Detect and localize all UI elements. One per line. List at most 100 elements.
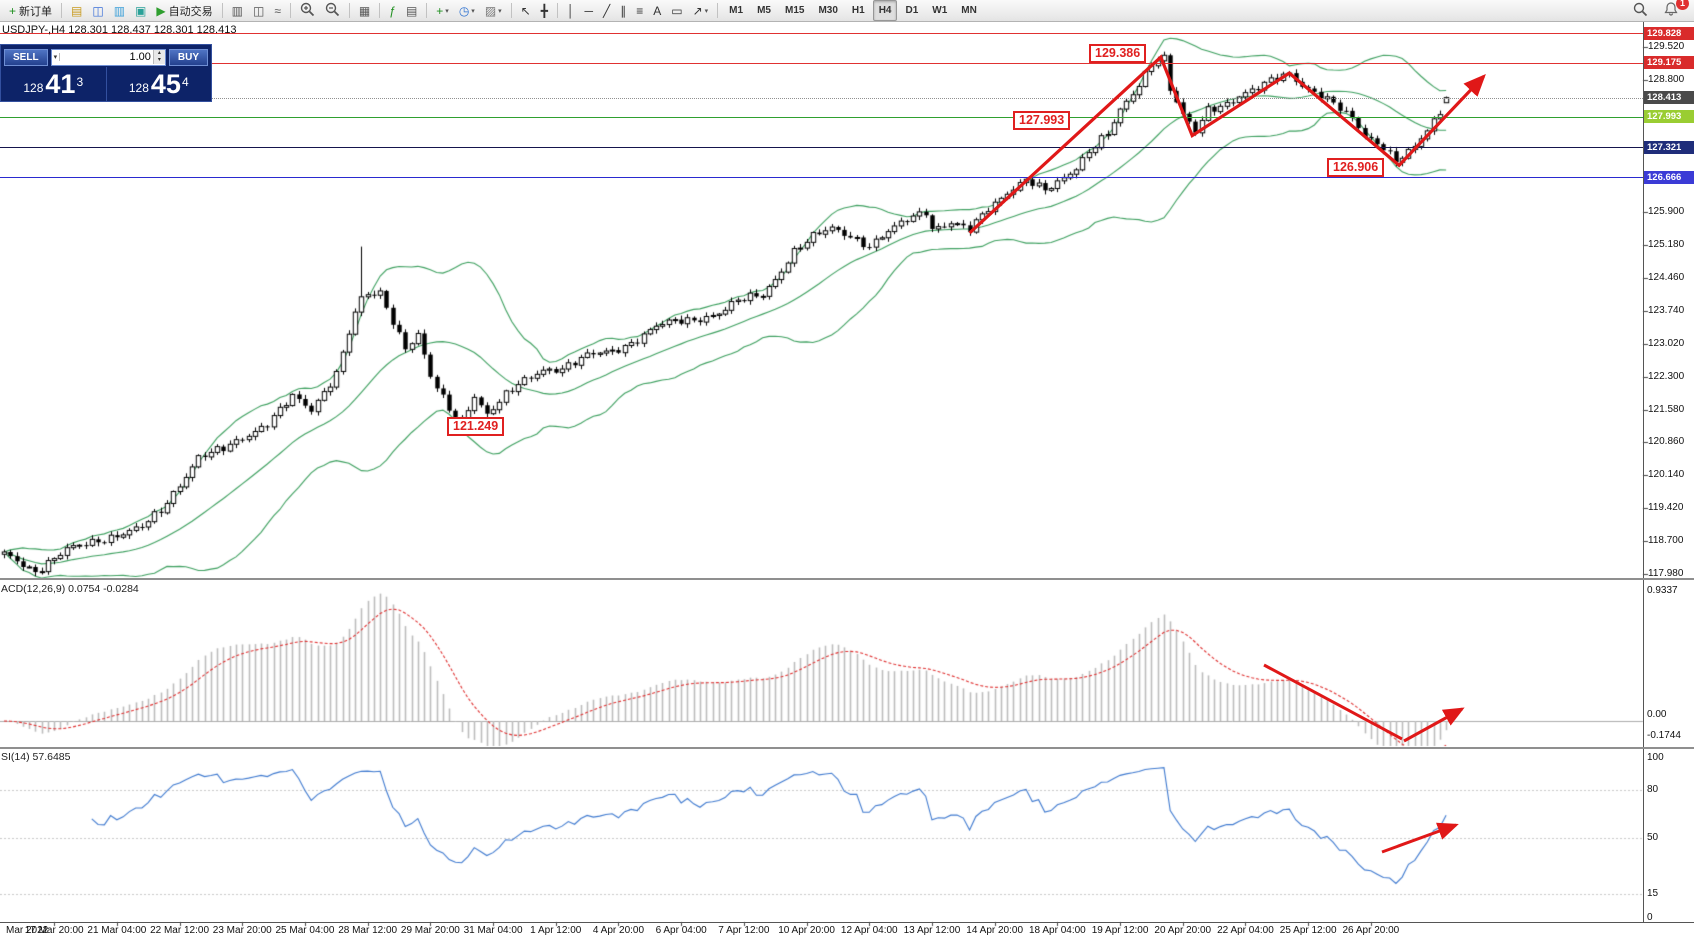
zoom-in-icon <box>300 2 315 20</box>
buy-price[interactable]: 128 45 4 <box>107 67 212 101</box>
price-tag-127-993: 127.993 <box>1644 110 1694 123</box>
tf-h4-button[interactable]: H4 <box>872 0 898 21</box>
chevron-down-icon: ▾ <box>471 7 475 15</box>
strategy-tester-button[interactable]: ▣ <box>131 0 150 21</box>
tf-w1-button[interactable]: W1 <box>932 5 948 16</box>
notifications-button[interactable]: 1 <box>1659 0 1689 21</box>
time-axis-label: 17 Mar 20:00 <box>24 925 84 936</box>
vertical-line-icon: │ <box>566 3 575 18</box>
price-line-128-413[interactable] <box>0 98 1643 99</box>
charts-icon: ▤ <box>71 3 83 18</box>
price-axis-tick: 121.580 <box>1648 403 1685 415</box>
new-order-button[interactable]: + 新订单 <box>5 0 56 21</box>
price-line-126-666[interactable] <box>0 177 1643 178</box>
volume-up-icon[interactable]: ▴ <box>153 50 165 57</box>
indicators-icon: ƒ <box>389 3 396 18</box>
zoom-out-icon <box>325 2 340 20</box>
time-axis-label: 21 Mar 04:00 <box>87 925 147 936</box>
tile-windows-button[interactable]: ▦ <box>355 0 374 21</box>
price-axis-tick: 125.180 <box>1648 239 1685 251</box>
price-axis-tick: 125.900 <box>1648 206 1685 218</box>
zoom-in-button[interactable] <box>296 0 319 21</box>
time-axis-label: 7 Apr 12:00 <box>718 925 770 936</box>
trendline-button[interactable]: ╱ <box>599 0 614 21</box>
equidistant-channel-button[interactable]: ∥ <box>616 0 630 21</box>
price-axis-tick: 118.700 <box>1648 535 1684 547</box>
toolbar-separator <box>221 3 223 18</box>
symbol-ohlc-label: USDJPY-,H4 128.301 128.437 128.301 128.4… <box>2 24 237 36</box>
autotrading-button[interactable]: ▶ 自动交易 <box>152 0 216 21</box>
toolbar-separator <box>289 3 291 18</box>
volume-field[interactable]: ▾ ▴▾ <box>50 48 166 66</box>
price-line-127-321[interactable] <box>0 147 1643 148</box>
tf-m30-button[interactable]: M30 <box>818 5 838 16</box>
vertical-line-button[interactable]: │ <box>563 0 579 21</box>
charts-button[interactable]: ▤ <box>67 0 86 21</box>
price-tag-129-828: 129.828 <box>1644 27 1694 40</box>
volume-down-icon[interactable]: ▾ <box>153 57 165 64</box>
price-line-127-993[interactable] <box>0 117 1643 118</box>
buy-button[interactable]: BUY <box>168 48 208 66</box>
fibonacci-button[interactable]: ≡ <box>632 0 647 21</box>
tf-d1-button[interactable]: D1 <box>905 5 919 16</box>
price-callout[interactable]: 129.386 <box>1089 44 1147 63</box>
rsi-scale-label: 50 <box>1647 832 1659 843</box>
price-callout[interactable]: 126.906 <box>1327 158 1385 177</box>
rsi-scale-label: 0 <box>1647 912 1653 923</box>
periods-dropdown[interactable]: ◷ ▾ <box>455 0 479 21</box>
candlestick-chart-button[interactable]: ◫ <box>249 0 268 21</box>
add-indicator-dropdown[interactable]: + ▾ <box>432 0 453 21</box>
time-axis-label: 1 Apr 12:00 <box>530 925 582 936</box>
search-button[interactable] <box>1629 0 1652 21</box>
notification-badge: 1 <box>1676 0 1689 10</box>
indicators-button[interactable]: ƒ <box>385 0 400 21</box>
line-chart-button[interactable]: ≈ <box>270 0 285 21</box>
crosshair-icon: ╋ <box>540 3 548 18</box>
text-label-button[interactable]: ▭ <box>667 0 686 21</box>
macd-scale-top: 0.9337 <box>1647 585 1678 596</box>
price-axis-tick: 128.800 <box>1648 73 1685 85</box>
tf-h1-button[interactable]: H1 <box>851 5 865 16</box>
volume-dropdown-icon[interactable]: ▾ <box>52 53 61 61</box>
price-line-129-828[interactable] <box>0 33 1643 34</box>
volume-input[interactable] <box>60 51 153 63</box>
panel-separator[interactable] <box>0 578 1694 580</box>
price-line-129-175[interactable] <box>0 63 1643 64</box>
time-axis-label: 13 Apr 12:00 <box>903 925 961 936</box>
price-callout[interactable]: 121.249 <box>447 417 505 436</box>
zoom-out-button[interactable] <box>321 0 344 21</box>
candlestick-chart-icon: ◫ <box>252 3 265 18</box>
time-axis-label: 26 Apr 20:00 <box>1342 925 1400 936</box>
panel-separator[interactable] <box>0 747 1694 749</box>
bar-chart-button[interactable]: ▥ <box>228 0 247 21</box>
tf-mn-button[interactable]: MN <box>961 5 977 16</box>
tf-m15-button[interactable]: M15 <box>784 5 805 16</box>
volume-spinner[interactable]: ▴ ▾ <box>152 50 165 64</box>
data-window-button[interactable]: ▥ <box>110 0 129 21</box>
horizontal-line-button[interactable]: ─ <box>580 0 597 21</box>
tf-m1-button[interactable]: M1 <box>729 5 744 16</box>
text-button[interactable]: A <box>649 0 665 21</box>
sell-button[interactable]: SELL <box>4 48 48 66</box>
price-callout[interactable]: 127.993 <box>1013 111 1071 130</box>
tf-m5-button[interactable]: M5 <box>757 5 771 16</box>
templates-icon: ▨ <box>484 3 497 18</box>
text-icon: A <box>653 3 662 18</box>
crosshair-button[interactable]: ╋ <box>537 0 552 21</box>
sell-price[interactable]: 128 41 3 <box>1 67 106 101</box>
one-click-trading-panel[interactable]: SELL ▾ ▴▾ BUY 128 41 3 128 45 4 <box>0 44 212 102</box>
toolbar-separator <box>348 3 350 18</box>
arrows-dropdown[interactable]: ↗ ▾ <box>689 0 713 21</box>
indicator-windows-button[interactable]: ▤ <box>402 0 421 21</box>
price-axis-tick: 120.140 <box>1648 469 1685 481</box>
horizontal-line-icon: ─ <box>584 3 593 18</box>
time-axis-label: 14 Apr 20:00 <box>966 925 1024 936</box>
rsi-label: SI(14) 57.6485 <box>1 751 71 763</box>
time-axis-label: 6 Apr 04:00 <box>655 925 707 936</box>
cursor-button[interactable]: ↖ <box>517 0 535 21</box>
bar-chart-icon: ▥ <box>231 3 243 18</box>
profiles-button[interactable]: ◫ <box>88 0 107 21</box>
toolbar-separator <box>717 3 719 18</box>
templates-dropdown[interactable]: ▨ ▾ <box>481 0 506 21</box>
